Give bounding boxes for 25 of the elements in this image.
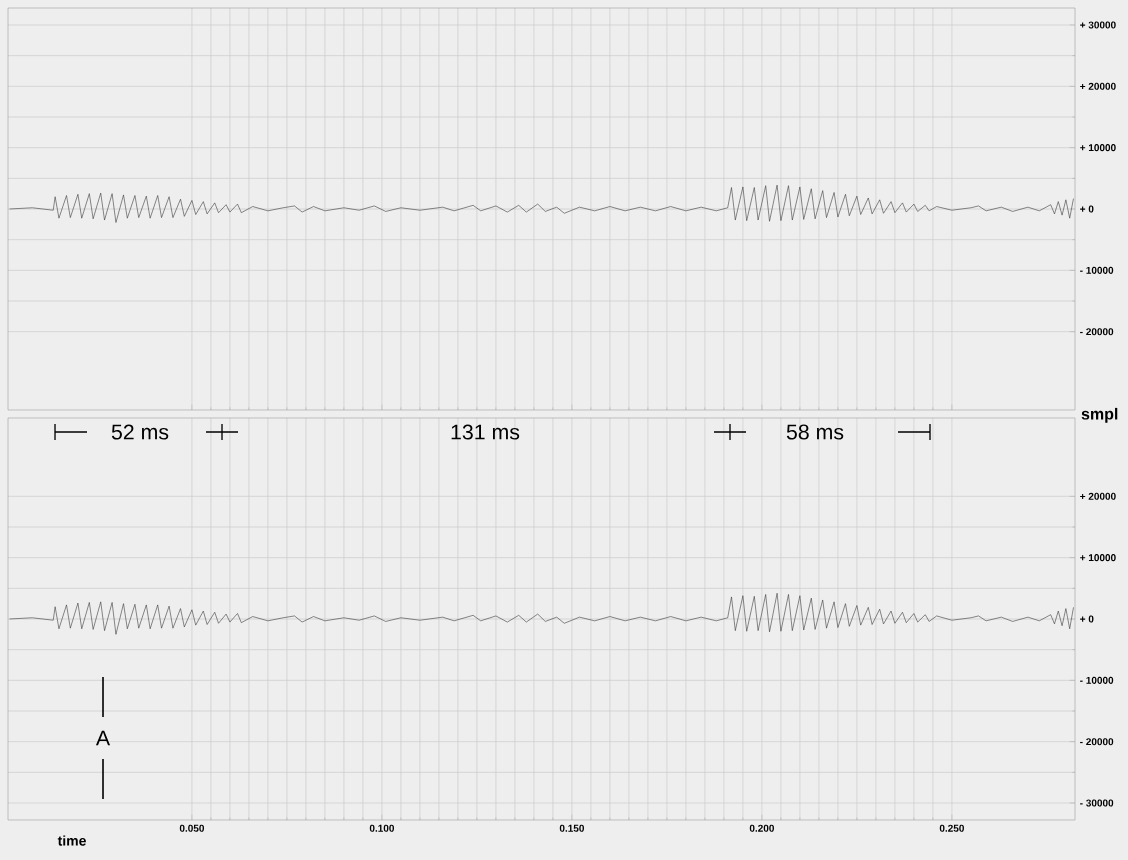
x-tick-label: 0.200 [749, 824, 774, 832]
y-tick-label: - 30000 [1080, 799, 1114, 807]
y-tick-label: - 20000 [1080, 328, 1114, 336]
x-tick-label: 0.150 [559, 824, 584, 832]
annotation: 131 ms [451, 424, 520, 440]
x-tick-label: 0.250 [939, 824, 964, 832]
annotation: A [95, 730, 111, 746]
y-tick-label: + 0 [1080, 615, 1094, 623]
line-series [9, 592, 1074, 635]
x-axis-title: time [57, 835, 86, 846]
y-tick-label: + 10000 [1080, 144, 1116, 152]
annotation: 52 ms [111, 424, 169, 440]
y-axis-title: smpl [1081, 407, 1118, 423]
y-tick-label: - 20000 [1080, 738, 1114, 746]
x-tick-label: 0.100 [369, 824, 395, 832]
y-tick-label: + 20000 [1080, 492, 1116, 500]
y-tick-label: + 30000 [1080, 21, 1116, 29]
y-tick-label: + 0 [1080, 205, 1094, 213]
x-tick-label: 0.050 [179, 824, 205, 832]
y-tick-label: + 10000 [1080, 554, 1116, 562]
annotation: 58 ms [786, 424, 844, 440]
line-series [9, 184, 1074, 223]
y-tick-label: - 10000 [1080, 266, 1114, 274]
y-tick-label: + 20000 [1080, 82, 1116, 90]
y-tick-label: - 10000 [1080, 676, 1114, 684]
